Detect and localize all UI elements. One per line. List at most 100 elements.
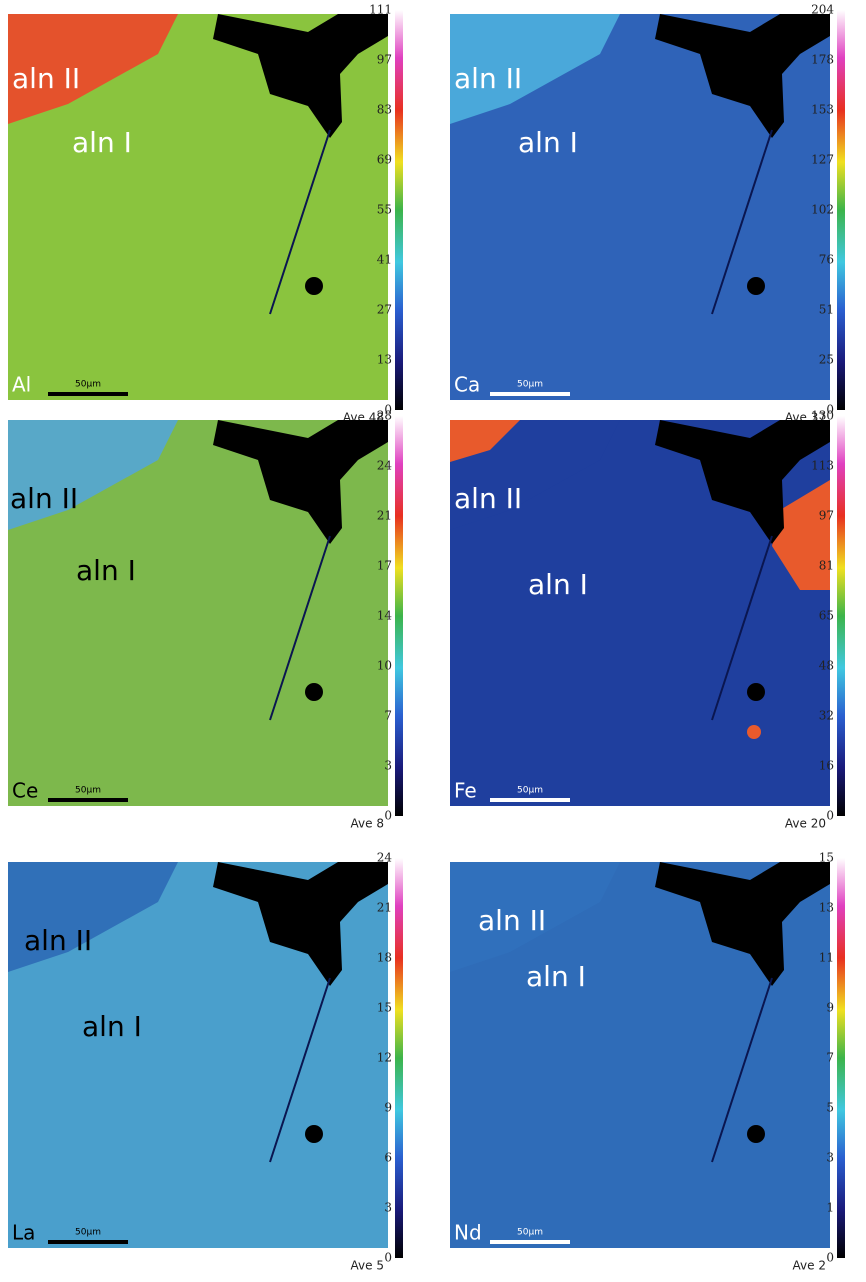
phase-label: aln II (10, 482, 78, 515)
element-label: Ca (454, 373, 480, 397)
colorbar-tick-label: 204 (811, 3, 834, 17)
colorbar-tick-label: 51 (819, 303, 834, 317)
void (747, 277, 765, 295)
colorbar-tick-label: 3 (384, 759, 392, 773)
scale-bar-label: 50µm (517, 786, 543, 796)
colorbar-tick-label: 12 (377, 1051, 392, 1065)
colorbar-tick-label: 113 (811, 459, 834, 473)
colorbar (837, 858, 845, 1258)
crack (269, 535, 331, 721)
element-map-panel: aln II aln I Fe 50µm 130 113 97 81 65 48 32 16 0Ave … (450, 409, 845, 831)
phase-label: aln I (82, 1010, 142, 1043)
colorbar-tick-label: 102 (811, 203, 834, 217)
colorbar-tick-label: 5 (826, 1101, 834, 1115)
colorbar-tick-label: 28 (377, 409, 392, 423)
colorbar-tick-label: 111 (369, 3, 392, 17)
colorbar-tick-label: 55 (377, 203, 392, 217)
phase-label: aln I (72, 126, 132, 159)
colorbar-tick-label: 15 (819, 851, 834, 865)
void-region (655, 14, 830, 138)
void (305, 1125, 323, 1143)
colorbar-tick-label: 81 (819, 559, 834, 573)
element-label: Ce (12, 779, 38, 803)
phase-label: aln II (12, 62, 80, 95)
colorbar-tick-label: 3 (826, 1151, 834, 1165)
colorbar-tick-label: 13 (819, 901, 834, 915)
scale-bar-label: 50µm (517, 380, 543, 390)
phase-label: aln I (526, 960, 586, 993)
element-label: Fe (454, 779, 477, 803)
colorbar-tick-label: 0 (384, 1251, 392, 1265)
crack (711, 535, 773, 721)
void-region (213, 862, 388, 986)
colorbar-tick-label: 21 (377, 509, 392, 523)
colorbar-tick-label: 127 (811, 153, 834, 167)
colorbar-tick-label: 130 (811, 409, 834, 423)
colorbar-tick-label: 10 (377, 659, 392, 673)
colorbar-tick-label: 17 (377, 559, 392, 573)
phase-2-region (8, 420, 178, 530)
phase-label: aln II (24, 924, 92, 957)
colorbar-tick-label: 0 (826, 809, 834, 823)
phase-2-region (450, 862, 620, 972)
void (305, 683, 323, 701)
colorbar-tick-label: 25 (819, 353, 834, 367)
phase-2-region (8, 14, 178, 124)
colorbar-tick-label: 18 (377, 951, 392, 965)
colorbar-tick-label: 11 (819, 951, 834, 965)
fe-rich-grain (747, 725, 761, 739)
element-label: Al (12, 373, 31, 397)
colorbar-tick-label: 178 (811, 53, 834, 67)
colorbar (395, 10, 403, 410)
void-region (655, 420, 830, 544)
crack (711, 129, 773, 315)
colorbar-tick-label: 7 (826, 1051, 834, 1065)
colorbar-tick-label: 32 (819, 709, 834, 723)
colorbar-tick-label: 76 (819, 253, 834, 267)
colorbar-tick-label: 83 (377, 103, 392, 117)
void-region (655, 862, 830, 986)
colorbar-tick-label: 0 (384, 809, 392, 823)
colorbar-tick-label: 65 (819, 609, 834, 623)
colorbar (837, 416, 845, 816)
crack (269, 977, 331, 1163)
void (747, 1125, 765, 1143)
phase-label: aln II (454, 482, 522, 515)
colorbar-tick-label: 3 (384, 1201, 392, 1215)
colorbar-tick-label: 14 (377, 609, 393, 623)
colorbar-tick-label: 97 (819, 509, 834, 523)
colorbar-tick-label: 1 (826, 1201, 834, 1215)
colorbar-tick-label: 69 (377, 153, 392, 167)
colorbar-tick-label: 7 (384, 709, 392, 723)
crack (269, 129, 331, 315)
colorbar-tick-label: 0 (384, 403, 392, 417)
colorbar-tick-label: 24 (377, 459, 393, 473)
colorbar-tick-label: 48 (819, 659, 834, 673)
average-label: Ave 5 (351, 1259, 384, 1273)
scale-bar-label: 50µm (517, 1228, 543, 1238)
colorbar-tick-label: 153 (811, 103, 834, 117)
colorbar-tick-label: 21 (377, 901, 392, 915)
colorbar-tick-label: 16 (819, 759, 834, 773)
colorbar (395, 858, 403, 1258)
phase-label: aln I (76, 554, 136, 587)
phase-2-region (8, 862, 178, 972)
colorbar (395, 416, 403, 816)
colorbar-tick-label: 0 (826, 1251, 834, 1265)
element-label: La (12, 1221, 35, 1245)
phase-label: aln II (478, 904, 546, 937)
average-label: Ave 8 (351, 817, 384, 831)
void (747, 683, 765, 701)
colorbar-tick-label: 27 (377, 303, 392, 317)
void-region (213, 420, 388, 544)
colorbar-tick-label: 24 (377, 851, 393, 865)
scale-bar-label: 50µm (75, 1228, 101, 1238)
average-label: Ave 20 (785, 817, 826, 831)
colorbar-tick-label: 15 (377, 1001, 392, 1015)
colorbar (837, 10, 845, 410)
